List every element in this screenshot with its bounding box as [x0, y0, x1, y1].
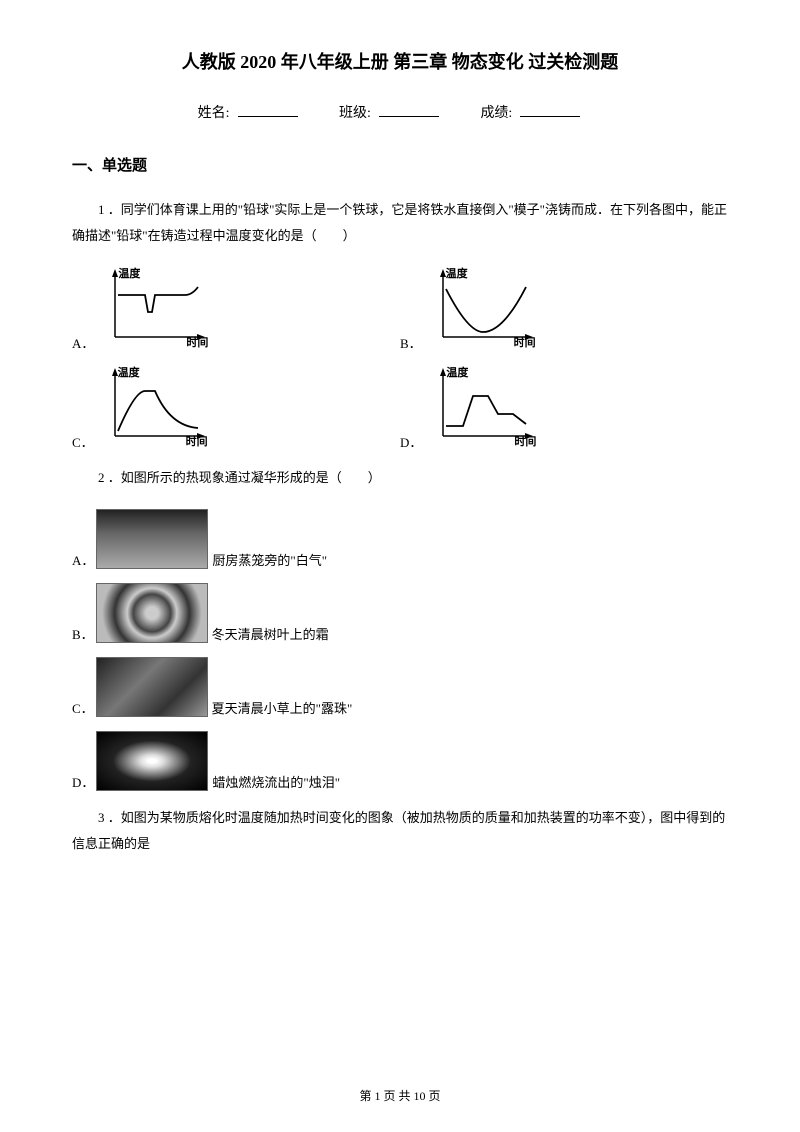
q1-option-c[interactable]: C． 温度 时间: [72, 366, 400, 451]
curve-b: [446, 287, 526, 332]
q2-option-d-text: 蜡烛燃烧流出的"烛泪": [212, 772, 340, 791]
q1-option-a[interactable]: A． 温度 时间: [72, 267, 400, 352]
q2-option-b[interactable]: B． 冬天清晨树叶上的霜: [72, 583, 728, 643]
class-label: 班级:: [339, 106, 371, 121]
document-title: 人教版 2020 年八年级上册 第三章 物态变化 过关检测题: [72, 48, 728, 74]
option-label-a: A．: [72, 550, 94, 569]
x-axis-label: 时间: [186, 433, 208, 449]
option-label-c: C．: [72, 698, 94, 717]
y-axis-label: 温度: [118, 265, 140, 281]
option-label-a: A．: [72, 333, 94, 352]
q1-option-d[interactable]: D． 温度 时间: [400, 366, 728, 451]
option-label-c: C．: [72, 432, 94, 451]
option-label-b: B．: [400, 333, 422, 352]
option-label-b: B．: [72, 624, 94, 643]
y-axis-label: 温度: [118, 364, 140, 380]
student-info-row: 姓名: 班级: 成绩:: [72, 102, 728, 122]
graph-a: 温度 时间: [100, 267, 210, 352]
q2-option-d[interactable]: D． 蜡烛燃烧流出的"烛泪": [72, 731, 728, 791]
option-label-d: D．: [72, 772, 94, 791]
page-footer: 第 1 页 共 10 页: [0, 1087, 800, 1104]
footer-mid: 页 共: [380, 1089, 413, 1103]
graph-b: 温度 时间: [428, 267, 538, 352]
q1-options-row-2: C． 温度 时间 D． 温度 时间: [72, 366, 728, 451]
graph-c: 温度 时间: [100, 366, 210, 451]
graph-d: 温度 时间: [428, 366, 538, 451]
q2-option-a-text: 厨房蒸笼旁的"白气": [212, 550, 327, 569]
image-dew: [96, 657, 208, 717]
footer-total: 10: [414, 1089, 426, 1103]
class-blank[interactable]: [379, 116, 439, 117]
curve-a: [118, 287, 198, 312]
curve-d: [446, 396, 526, 426]
q2-text: 如图所示的热现象通过凝华形成的是（ ）: [121, 470, 381, 485]
image-steam: [96, 509, 208, 569]
name-label: 姓名:: [198, 106, 230, 121]
q1-options-row-1: A． 温度 时间 B． 温度 时间: [72, 267, 728, 352]
question-3: 3 ．如图为某物质熔化时温度随加热时间变化的图象（被加热物质的质量和加热装置的功…: [72, 805, 728, 857]
score-label: 成绩:: [480, 106, 512, 121]
curve-c: [118, 391, 198, 431]
image-candle: [96, 731, 208, 791]
option-label-d: D．: [400, 432, 422, 451]
q2-number: 2 ．: [98, 470, 121, 485]
y-axis-label: 温度: [446, 364, 468, 380]
score-blank[interactable]: [520, 116, 580, 117]
section-heading: 一、单选题: [72, 154, 728, 175]
q1-option-b[interactable]: B． 温度 时间: [400, 267, 728, 352]
x-axis-label: 时间: [514, 334, 536, 350]
x-axis-label: 时间: [514, 433, 536, 449]
x-axis-label: 时间: [186, 334, 208, 350]
name-blank[interactable]: [238, 116, 298, 117]
q2-option-c[interactable]: C． 夏天清晨小草上的"露珠": [72, 657, 728, 717]
q1-text: 同学们体育课上用的"铅球"实际上是一个铁球，它是将铁水直接倒入"模子"浇铸而成．…: [72, 202, 727, 243]
q2-option-b-text: 冬天清晨树叶上的霜: [212, 624, 329, 643]
question-1: 1 ．同学们体育课上用的"铅球"实际上是一个铁球，它是将铁水直接倒入"模子"浇铸…: [72, 197, 728, 249]
q1-number: 1 ．: [98, 202, 121, 217]
footer-before: 第: [359, 1089, 374, 1103]
footer-after: 页: [426, 1089, 441, 1103]
y-axis-label: 温度: [446, 265, 468, 281]
question-2: 2 ．如图所示的热现象通过凝华形成的是（ ）: [72, 465, 728, 491]
q3-number: 3 ．: [98, 810, 121, 825]
q2-option-c-text: 夏天清晨小草上的"露珠": [212, 698, 353, 717]
q3-text: 如图为某物质熔化时温度随加热时间变化的图象（被加热物质的质量和加热装置的功率不变…: [72, 810, 725, 851]
q2-option-a[interactable]: A． 厨房蒸笼旁的"白气": [72, 509, 728, 569]
image-frost: [96, 583, 208, 643]
